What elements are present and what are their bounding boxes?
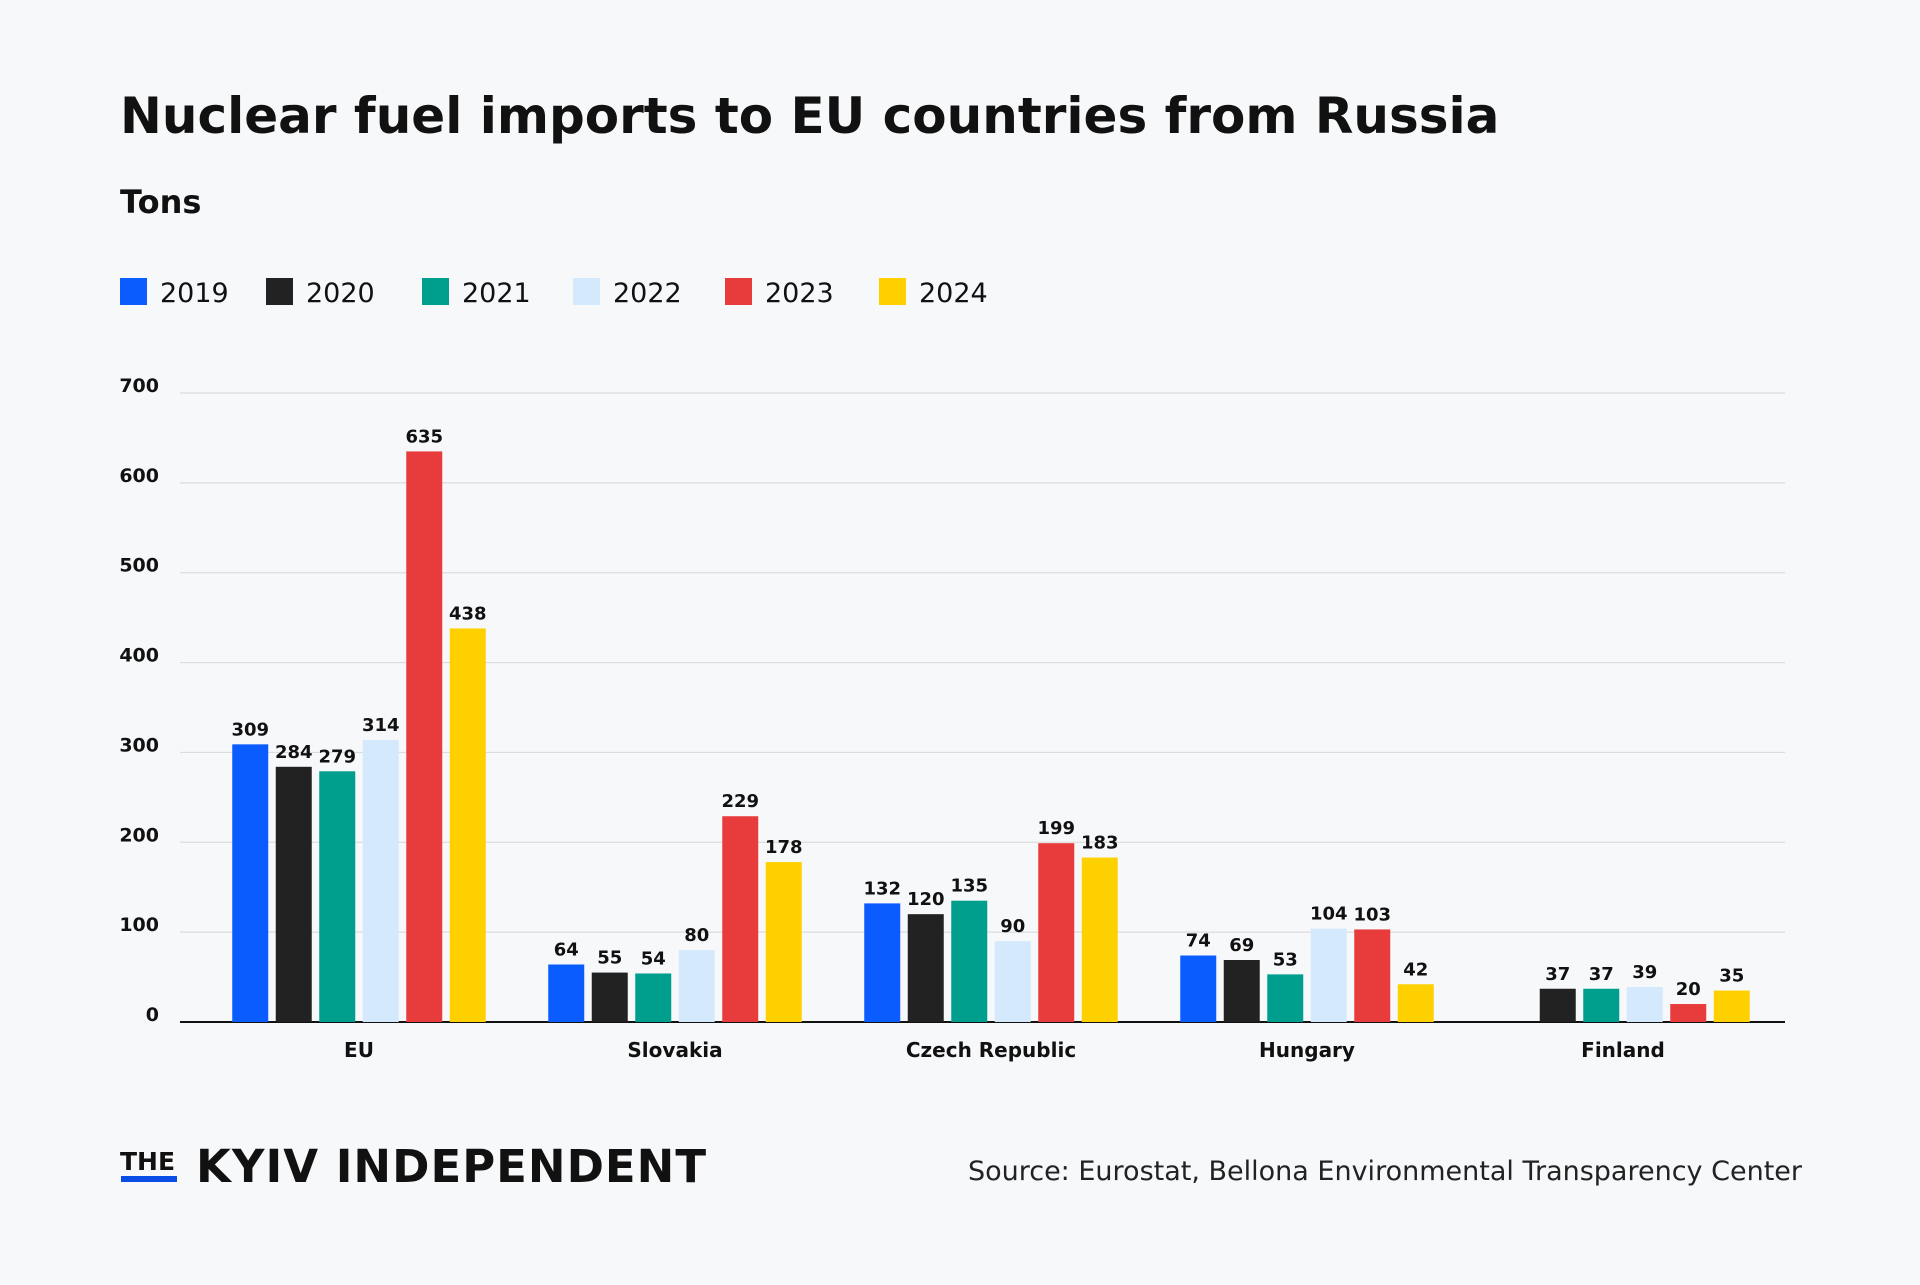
data-label: 132 [863,878,901,899]
legend-label: 2022 [613,278,682,309]
data-label: 54 [641,948,666,969]
y-tick-label: 500 [119,555,159,577]
data-label: 183 [1081,833,1119,854]
bar [1397,984,1434,1022]
bar [232,744,269,1022]
grid: 0 100 200 300 400 500 600 700 [119,375,1785,1026]
x-tick-label: Hungary [1259,1038,1355,1062]
legend-swatch [879,278,906,305]
bar [864,903,901,1022]
data-label: 314 [362,715,400,736]
chart-subtitle: Tons [120,183,201,221]
bar [1583,988,1620,1022]
x-tick-label: Czech Republic [906,1038,1076,1062]
data-label: 284 [275,742,313,763]
bar [907,914,944,1022]
bar [1626,986,1663,1022]
data-label: 199 [1037,818,1075,839]
data-label: 69 [1229,935,1254,956]
bar [678,950,715,1022]
bars: 309 284 279 314 635 438 64 55 54 80 229 178 132 12013… [231,426,1750,1023]
legend-label: 2023 [765,278,834,309]
data-label: 39 [1632,962,1657,983]
data-label: 279 [318,746,356,767]
bar [1081,857,1118,1022]
data-label: 120 [907,889,945,910]
data-label: 103 [1353,904,1391,925]
y-tick-label: 200 [119,824,159,846]
bar [1267,974,1304,1022]
legend-swatch [573,278,600,305]
data-label: 135 [950,876,988,897]
data-label: 104 [1310,904,1348,925]
logo-the: THE [120,1147,175,1176]
logo-underline [121,1176,177,1182]
data-label: 64 [554,939,579,960]
y-tick-label: 700 [119,375,159,397]
bar [994,941,1031,1022]
y-tick-label: 300 [119,734,159,756]
legend-swatch [120,278,147,305]
bar [1180,955,1217,1022]
bar [362,739,399,1022]
bar [635,973,672,1022]
y-tick-label: 400 [119,645,159,667]
source-note: Source: Eurostat, Bellona Environmental … [968,1156,1803,1187]
bar [1038,843,1075,1022]
y-tick-label: 600 [119,465,159,487]
data-label: 90 [1000,916,1025,937]
data-label: 229 [721,791,759,812]
x-tick-label: Finland [1581,1038,1665,1062]
legend-swatch [266,278,293,305]
data-label: 74 [1186,931,1211,952]
x-tick-label: Slovakia [627,1038,722,1062]
data-label: 35 [1719,966,1744,987]
bar [1354,929,1391,1022]
legend-label: 2024 [919,278,988,309]
bar [1713,990,1750,1022]
bar [1670,1004,1707,1022]
x-tick-label: EU [344,1038,374,1062]
bar [406,451,443,1023]
legend-label: 2019 [160,278,229,309]
data-label: 55 [597,948,622,969]
data-label: 53 [1273,949,1298,970]
data-label: 20 [1676,979,1701,1000]
bar [1310,928,1347,1022]
chart-title: Nuclear fuel imports to EU countries fro… [120,87,1499,145]
x-axis-labels: EU Slovakia Czech Republic Hungary Finland [344,1038,1665,1062]
logo: THE KYIV INDEPENDENT [120,1140,707,1193]
bar [319,771,356,1022]
data-label: 438 [449,603,487,624]
y-tick-label: 0 [146,1004,159,1026]
data-label: 80 [684,925,709,946]
data-label: 37 [1589,964,1614,985]
bar [548,964,585,1022]
legend-swatch [725,278,752,305]
bar [1223,959,1260,1022]
data-label: 309 [231,719,269,740]
bar [951,900,988,1022]
bar [765,862,802,1022]
bar [722,816,759,1022]
legend-label: 2021 [462,278,531,309]
logo-name: KYIV INDEPENDENT [196,1140,707,1193]
bar [449,628,486,1022]
legend-swatch [422,278,449,305]
bar [1539,988,1576,1022]
legend: 2019 2020 2021 2022 2023 2024 [120,278,988,309]
bar [591,972,628,1022]
y-tick-label: 100 [119,914,159,936]
legend-label: 2020 [306,278,375,309]
bar [275,766,312,1022]
data-label: 178 [765,837,803,858]
data-label: 635 [405,426,443,447]
data-label: 42 [1403,959,1428,980]
data-label: 37 [1545,964,1570,985]
